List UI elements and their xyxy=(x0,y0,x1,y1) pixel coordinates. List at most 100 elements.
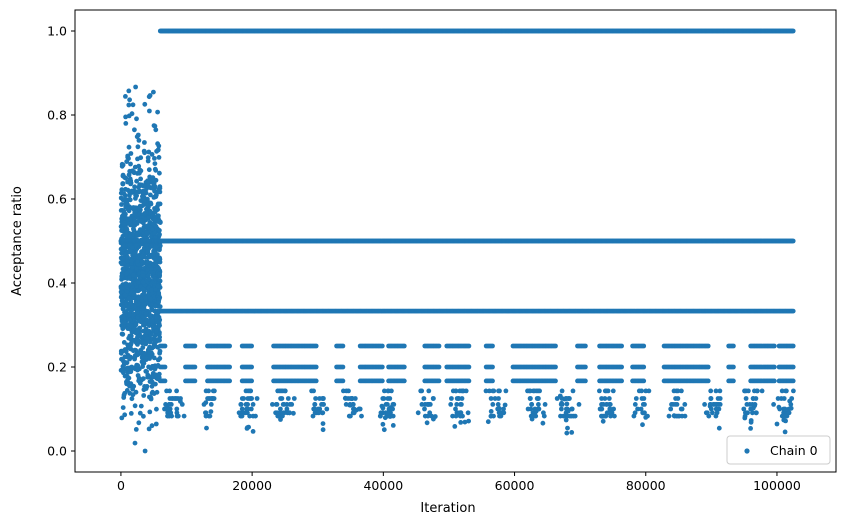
data-point xyxy=(146,182,151,188)
data-point xyxy=(138,403,144,409)
data-point xyxy=(559,402,565,407)
data-point xyxy=(669,402,674,407)
data-point xyxy=(142,150,148,156)
data-point xyxy=(668,406,674,412)
data-point xyxy=(324,406,330,412)
data-point xyxy=(563,396,569,401)
data-point xyxy=(541,410,546,416)
data-point xyxy=(602,388,608,394)
data-point xyxy=(120,331,126,337)
data-point xyxy=(583,364,588,370)
data-point xyxy=(779,388,785,394)
y-axis-ticks: 0.00.20.40.60.81.0 xyxy=(47,24,75,459)
data-point xyxy=(153,258,159,264)
data-point xyxy=(748,426,753,431)
data-point xyxy=(463,388,469,394)
data-point xyxy=(140,286,146,292)
data-point xyxy=(646,388,652,394)
data-point xyxy=(607,406,613,412)
data-point xyxy=(131,272,136,278)
data-point xyxy=(148,209,153,215)
data-point xyxy=(350,402,356,407)
data-point xyxy=(488,409,494,414)
data-point xyxy=(126,102,132,108)
data-point xyxy=(390,402,396,407)
data-point xyxy=(604,402,609,407)
data-point xyxy=(312,402,318,407)
data-point xyxy=(144,223,150,229)
data-point xyxy=(427,410,433,416)
data-point xyxy=(153,421,159,427)
data-point xyxy=(491,413,496,419)
data-point xyxy=(239,413,245,419)
y-tick-label: 0.0 xyxy=(47,444,67,459)
data-point xyxy=(273,402,279,407)
data-point xyxy=(205,396,211,401)
data-point xyxy=(640,422,645,428)
data-point xyxy=(535,406,541,412)
data-point xyxy=(401,378,407,384)
data-point xyxy=(381,427,387,433)
legend-label: Chain 0 xyxy=(770,443,818,458)
data-point xyxy=(503,388,509,394)
data-point xyxy=(125,153,131,159)
data-point xyxy=(775,396,781,401)
data-point xyxy=(466,343,472,349)
data-point xyxy=(149,287,154,293)
data-point xyxy=(147,379,153,384)
data-point xyxy=(490,402,496,407)
data-point xyxy=(742,388,747,394)
data-point xyxy=(496,406,502,411)
data-point xyxy=(136,218,142,224)
x-tick-label: 0 xyxy=(117,478,125,493)
data-point xyxy=(245,425,250,430)
data-point xyxy=(559,406,564,412)
data-point xyxy=(347,396,353,401)
data-point xyxy=(561,413,566,419)
data-point xyxy=(140,273,146,278)
data-point xyxy=(128,323,134,329)
data-point xyxy=(132,354,138,359)
data-point xyxy=(419,402,425,407)
data-point xyxy=(127,282,132,288)
data-point xyxy=(129,258,135,264)
data-point xyxy=(121,361,127,367)
data-point xyxy=(553,343,558,349)
data-point xyxy=(564,430,570,436)
data-point xyxy=(710,410,715,416)
data-point xyxy=(380,421,386,427)
data-point xyxy=(619,378,624,384)
data-point xyxy=(705,378,711,384)
data-point xyxy=(137,228,143,234)
data-point xyxy=(175,413,181,419)
data-point xyxy=(487,388,492,394)
data-point xyxy=(192,343,198,349)
data-point xyxy=(132,440,138,446)
data-point xyxy=(536,402,541,407)
data-point xyxy=(122,292,128,298)
data-point xyxy=(641,343,647,349)
data-point xyxy=(146,364,152,370)
legend: Chain 0 xyxy=(726,435,831,465)
data-point xyxy=(145,178,151,184)
data-point xyxy=(431,416,436,422)
data-point xyxy=(149,307,155,313)
data-point xyxy=(135,367,140,373)
data-point xyxy=(540,420,546,426)
data-point xyxy=(436,343,442,349)
data-point xyxy=(148,243,154,249)
data-point xyxy=(150,185,156,191)
data-point xyxy=(144,260,150,266)
data-point xyxy=(249,378,255,384)
data-point xyxy=(284,406,290,412)
data-point xyxy=(320,402,326,407)
data-point xyxy=(132,403,138,409)
data-point xyxy=(458,402,463,407)
data-point xyxy=(583,378,588,384)
data-point xyxy=(781,396,787,401)
data-point xyxy=(164,388,170,394)
data-point xyxy=(126,295,132,301)
data-point xyxy=(153,127,159,133)
data-point xyxy=(291,396,297,401)
data-point xyxy=(496,388,501,394)
